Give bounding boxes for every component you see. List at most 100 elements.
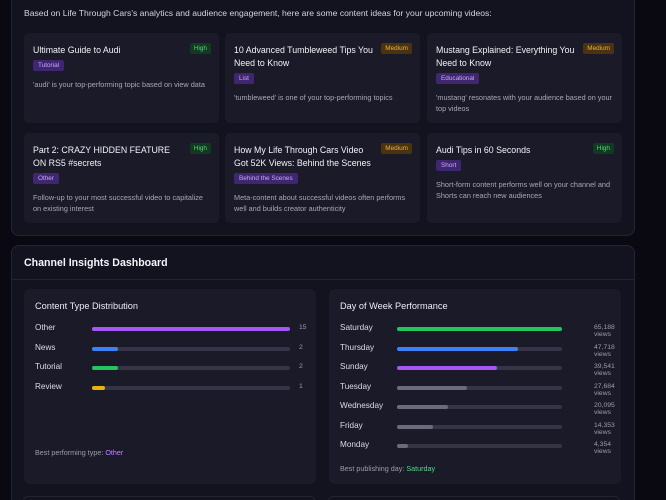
idea-description: Follow-up to your most successful video … <box>33 193 203 213</box>
bar-label: Review <box>35 381 62 391</box>
ideas-intro: Based on Life Through Cars's analytics a… <box>24 8 492 18</box>
best-type-value: Other <box>105 448 124 457</box>
bar-fill <box>397 385 468 390</box>
priority-badge: Medium <box>583 43 614 54</box>
bar-value: 14,353 views <box>594 421 615 436</box>
bar-label: Thursday <box>340 342 375 352</box>
category-tag: Short <box>436 160 462 171</box>
idea-description: 'mustang' resonates with your audience b… <box>436 93 612 113</box>
bar-label: News <box>35 342 56 352</box>
category-tag: Tutorial <box>33 60 65 71</box>
best-type-label: Best performing type: <box>35 448 104 457</box>
bar-track <box>397 385 562 390</box>
bar-value: 20,095 views <box>594 402 615 416</box>
bar-value: 65,188 views <box>594 324 615 338</box>
bar-track <box>397 327 562 331</box>
insights-title: Channel Insights Dashboard <box>24 257 168 269</box>
bar-value: 39,541 views <box>594 363 615 377</box>
idea-card[interactable]: 10 Advanced Tumbleweed Tips You Need to … <box>225 33 420 123</box>
priority-badge: Medium <box>381 43 412 54</box>
idea-title: Part 2: CRAZY HIDDEN FEATURE ON RS5 #sec… <box>33 145 171 168</box>
content-type-card: Content Type Distribution Other 15 News 2 Tu… <box>24 289 316 484</box>
bar-row: Thursday 47,718 views <box>340 342 615 358</box>
bar-fill <box>397 424 434 429</box>
bar-row: Tuesday 27,684 views <box>340 381 615 397</box>
bar-track <box>92 346 290 351</box>
bar-fill <box>92 346 119 351</box>
idea-card[interactable]: How My Life Through Cars Video Got 52K V… <box>225 133 420 223</box>
bar-row: Review 1 <box>35 382 310 394</box>
best-day-note: Best publishing day: Saturday <box>340 464 435 473</box>
idea-card[interactable]: Mustang Explained: Everything You Need t… <box>427 33 622 123</box>
bar-track <box>397 405 562 409</box>
bar-row: News 2 <box>35 343 310 355</box>
bar-label: Sunday <box>340 362 368 371</box>
best-day-value: Saturday <box>406 464 436 473</box>
bar-fill <box>397 444 408 448</box>
bar-track <box>92 385 290 390</box>
bar-label: Friday <box>340 420 363 430</box>
idea-title: 10 Advanced Tumbleweed Tips You Need to … <box>234 45 373 68</box>
bar-value: 2 <box>299 363 303 370</box>
bar-track <box>397 444 562 448</box>
idea-card[interactable]: Part 2: CRAZY HIDDEN FEATURE ON RS5 #sec… <box>24 133 219 223</box>
bar-value: 27,684 views <box>594 382 615 397</box>
bar-track <box>397 424 562 429</box>
bar-track <box>92 327 290 331</box>
bar-track <box>397 366 562 370</box>
bar-value: 47,718 views <box>594 343 615 358</box>
bar-row: Saturday 65,188 views <box>340 323 615 338</box>
bar-label: Saturday <box>340 323 373 332</box>
priority-badge: High <box>592 143 614 154</box>
category-tag: Behind the Scenes <box>234 173 298 184</box>
content-ideas-panel: Based on Life Through Cars's analytics a… <box>11 0 635 236</box>
day-of-week-card: Day of Week Performance Saturday 65,188 v… <box>329 289 621 484</box>
bar-value: 15 <box>299 324 307 331</box>
content-type-title: Content Type Distribution <box>35 301 138 311</box>
bar-fill <box>397 327 562 331</box>
next-card-stub-left <box>23 496 315 500</box>
bar-label: Other <box>35 323 56 332</box>
idea-description: 'audi' is your top-performing topic base… <box>33 80 205 89</box>
best-day-label: Best publishing day: <box>340 464 405 473</box>
priority-badge: High <box>189 43 211 54</box>
bar-row: Other 15 <box>35 323 310 335</box>
category-tag: Other <box>33 173 59 184</box>
day-of-week-title: Day of Week Performance <box>340 301 448 311</box>
idea-card[interactable]: Ultimate Guide to Audi High Tutorial 'audi'… <box>24 33 219 123</box>
bar-label: Tuesday <box>340 381 372 391</box>
bar-fill <box>92 366 119 370</box>
idea-card[interactable]: Audi Tips in 60 Seconds High Short Short-fo… <box>427 133 622 223</box>
idea-title: Ultimate Guide to Audi <box>33 45 121 55</box>
next-card-stub-right <box>328 496 620 500</box>
idea-description: Meta-content about successful videos oft… <box>234 193 406 213</box>
category-tag: Educational <box>436 73 480 84</box>
bar-value: 1 <box>299 382 303 390</box>
bar-label: Tutorial <box>35 362 62 371</box>
bar-label: Wednesday <box>340 401 384 410</box>
bar-fill <box>92 327 290 331</box>
priority-badge: Medium <box>381 143 412 154</box>
bar-row: Monday 4,354 views <box>340 440 615 455</box>
bar-fill <box>397 346 518 351</box>
idea-description: Short-form content performs well on your… <box>436 180 610 200</box>
bar-fill <box>397 405 448 409</box>
category-tag: List <box>234 73 254 84</box>
divider <box>12 279 634 280</box>
best-type-note: Best performing type: Other <box>35 448 123 457</box>
bar-row: Wednesday 20,095 views <box>340 401 615 416</box>
bar-fill <box>397 366 498 370</box>
idea-title: How My Life Through Cars Video Got 52K V… <box>234 145 371 168</box>
bar-fill <box>92 385 106 390</box>
bar-row: Tutorial 2 <box>35 362 310 374</box>
bar-label: Monday <box>340 440 370 449</box>
bar-track <box>397 346 562 351</box>
priority-badge: High <box>189 143 211 154</box>
idea-title: Audi Tips in 60 Seconds <box>436 145 531 155</box>
idea-title: Mustang Explained: Everything You Need t… <box>436 45 575 68</box>
bar-value: 4,354 views <box>594 441 612 455</box>
idea-description: 'tumbleweed' is one of your top-performi… <box>234 93 393 102</box>
bar-row: Sunday 39,541 views <box>340 362 615 377</box>
bar-row: Friday 14,353 views <box>340 420 615 436</box>
bar-track <box>92 366 290 370</box>
